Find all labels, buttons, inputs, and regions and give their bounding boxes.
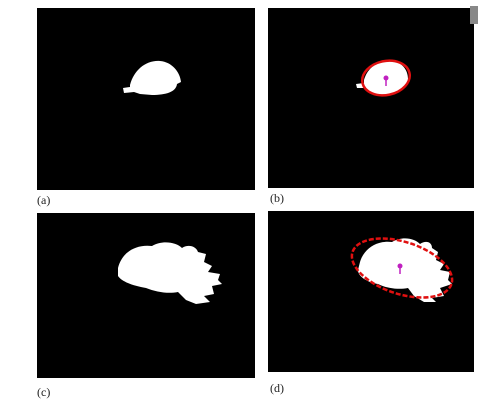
panel-label: (d) [270,381,284,395]
panel-c: (c) [37,213,255,399]
panel-label: (b) [270,191,284,205]
panel-a: (a) [37,8,255,207]
panel-label: (a) [37,193,50,207]
edge-bar [470,6,478,24]
panel-d: (d) [268,211,474,395]
image [37,213,255,378]
image [268,8,474,188]
image [37,8,255,190]
panel-label: (c) [37,385,50,399]
figure: (a) (b) (c) (d) [0,0,488,406]
panel-b: (b) [268,6,478,205]
image [268,211,474,372]
